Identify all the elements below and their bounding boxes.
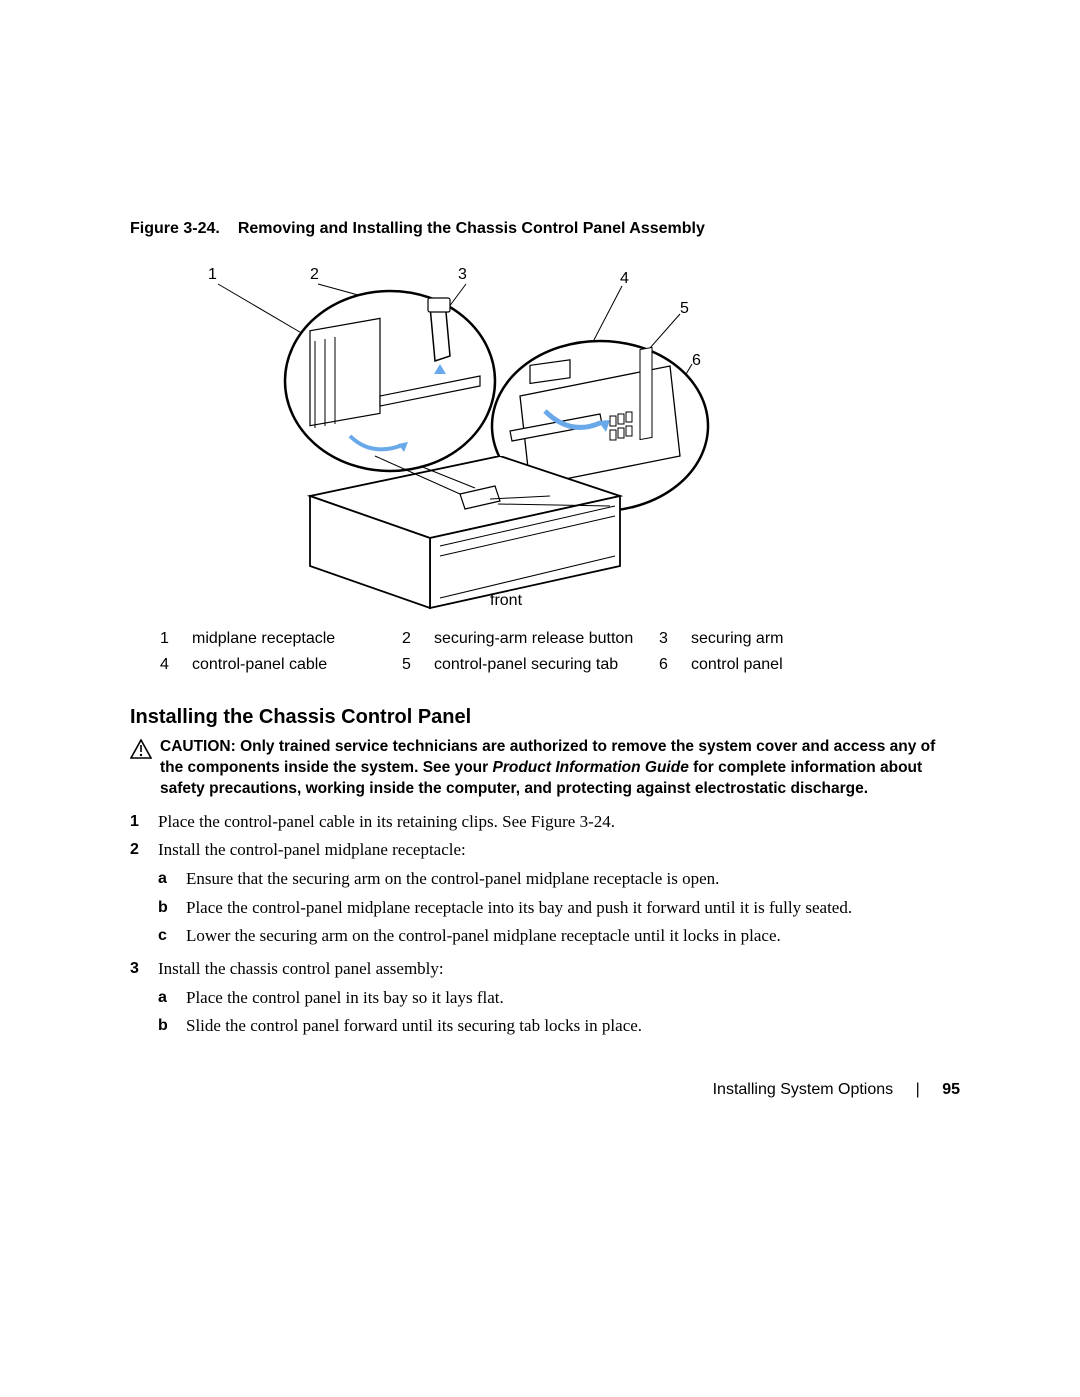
figure-caption: Figure 3-24. Removing and Installing the …: [130, 220, 960, 238]
legend-num: 3: [659, 626, 691, 652]
table-row: 1 midplane receptacle 2 securing-arm rel…: [160, 626, 831, 652]
substep-letter: b: [158, 896, 186, 919]
caution-icon: [130, 739, 152, 764]
figure-number: Figure 3-24.: [130, 220, 220, 237]
list-item: b Place the control-panel midplane recep…: [158, 896, 960, 921]
legend-num: 6: [659, 652, 691, 678]
step-text: Place the control-panel cable in its ret…: [158, 810, 960, 835]
substep-letter: a: [158, 867, 186, 890]
document-page: Figure 3-24. Removing and Installing the …: [0, 0, 1080, 1397]
list-item: c Lower the securing arm on the control-…: [158, 924, 960, 949]
list-item: a Place the control panel in its bay so …: [158, 986, 960, 1011]
figure-diagram: 1 2 3 4 5 6: [190, 256, 960, 616]
substep-letter: b: [158, 1014, 186, 1037]
legend-num: 4: [160, 652, 192, 678]
section-heading: Installing the Chassis Control Panel: [130, 706, 960, 729]
figure-legend: 1 midplane receptacle 2 securing-arm rel…: [160, 626, 831, 678]
list-item: 2 Install the control-panel midplane rec…: [130, 838, 960, 953]
legend-text: securing-arm release button: [434, 626, 659, 652]
figure-title: Removing and Installing the Chassis Cont…: [238, 220, 705, 237]
list-item: 3 Install the chassis control panel asse…: [130, 957, 960, 1043]
substep-text: Place the control panel in its bay so it…: [186, 986, 960, 1011]
legend-num: 5: [402, 652, 434, 678]
footer-section: Installing System Options: [713, 1081, 894, 1098]
legend-text: midplane receptacle: [192, 626, 402, 652]
page-footer: Installing System Options | 95: [713, 1081, 960, 1099]
substeps: a Ensure that the securing arm on the co…: [158, 867, 960, 949]
legend-num: 1: [160, 626, 192, 652]
footer-separator: |: [916, 1081, 920, 1098]
step-number: 2: [130, 838, 158, 861]
substep-text: Place the control-panel midplane recepta…: [186, 896, 960, 921]
caution-guide-name: Product Information Guide: [492, 759, 688, 776]
substep-text: Lower the securing arm on the control-pa…: [186, 924, 960, 949]
caution-text: CAUTION: Only trained service technician…: [160, 737, 960, 800]
table-row: 4 control-panel cable 5 control-panel se…: [160, 652, 831, 678]
caution-block: CAUTION: Only trained service technician…: [130, 737, 960, 800]
substep-letter: c: [158, 924, 186, 947]
substep-text: Ensure that the securing arm on the cont…: [186, 867, 960, 892]
step-number: 1: [130, 810, 158, 833]
substep-text: Slide the control panel forward until it…: [186, 1014, 960, 1039]
substep-letter: a: [158, 986, 186, 1009]
caution-label: CAUTION:: [160, 738, 240, 755]
legend-text: control-panel cable: [192, 652, 402, 678]
procedure-steps: 1 Place the control-panel cable in its r…: [130, 810, 960, 1043]
step-number: 3: [130, 957, 158, 980]
list-item: b Slide the control panel forward until …: [158, 1014, 960, 1039]
legend-num: 2: [402, 626, 434, 652]
step-text: Install the chassis control panel assemb…: [158, 959, 444, 978]
substeps: a Place the control panel in its bay so …: [158, 986, 960, 1039]
inset-connector-lines: [190, 256, 750, 616]
page-number: 95: [942, 1081, 960, 1098]
legend-text: control-panel securing tab: [434, 652, 659, 678]
front-label: front: [490, 592, 522, 610]
list-item: 1 Place the control-panel cable in its r…: [130, 810, 960, 835]
list-item: a Ensure that the securing arm on the co…: [158, 867, 960, 892]
legend-text: securing arm: [691, 626, 831, 652]
step-text: Install the control-panel midplane recep…: [158, 840, 466, 859]
legend-text: control panel: [691, 652, 831, 678]
